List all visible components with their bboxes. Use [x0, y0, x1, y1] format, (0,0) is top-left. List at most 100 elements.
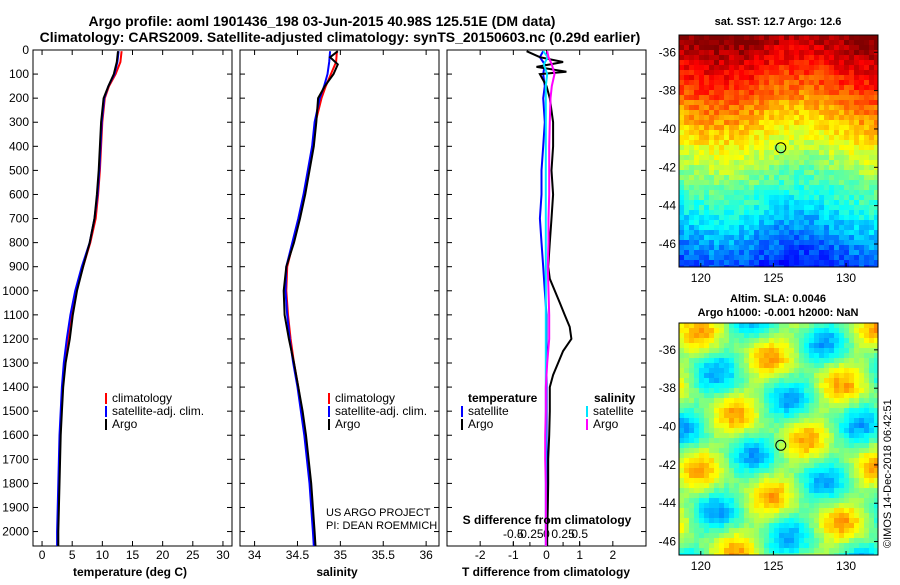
- heatmap-cell: [814, 160, 819, 165]
- heatmap-cell: [709, 185, 714, 190]
- heatmap-cell: [869, 260, 874, 265]
- heatmap-cell: [759, 170, 764, 175]
- heatmap-cell: [784, 328, 789, 333]
- heatmap-cell: [689, 468, 694, 473]
- heatmap-cell: [684, 548, 689, 553]
- heatmap-cell: [794, 488, 799, 493]
- heatmap-cell: [864, 260, 869, 265]
- heatmap-cell: [724, 488, 729, 493]
- heatmap-cell: [729, 403, 734, 408]
- heatmap-cell: [824, 383, 829, 388]
- heatmap-cell: [729, 503, 734, 508]
- heatmap-cell: [804, 508, 809, 513]
- heatmap-cell: [749, 373, 754, 378]
- heatmap-cell: [849, 250, 854, 255]
- heatmap-cell: [794, 453, 799, 458]
- heatmap-cell: [844, 170, 849, 175]
- heatmap-cell: [784, 548, 789, 553]
- heatmap-cell: [684, 65, 689, 70]
- heatmap-cell: [729, 115, 734, 120]
- heatmap-cell: [689, 368, 694, 373]
- heatmap-cell: [874, 35, 878, 40]
- heatmap-cell: [829, 255, 834, 260]
- heatmap-cell: [854, 453, 859, 458]
- map-y-tick-label: -42: [659, 458, 677, 472]
- heatmap-cell: [754, 155, 759, 160]
- heatmap-cell: [804, 523, 809, 528]
- heatmap-cell: [719, 458, 724, 463]
- heatmap-cell: [854, 110, 859, 115]
- heatmap-cell: [739, 433, 744, 438]
- heatmap-cell: [744, 438, 749, 443]
- heatmap-cell: [859, 528, 864, 533]
- heatmap-cell: [769, 150, 774, 155]
- heatmap-cell: [679, 363, 684, 368]
- heatmap-cell: [829, 120, 834, 125]
- heatmap-cell: [794, 373, 799, 378]
- heatmap-cell: [729, 85, 734, 90]
- heatmap-cell: [749, 483, 754, 488]
- heatmap-cell: [684, 348, 689, 353]
- heatmap-cell: [684, 343, 689, 348]
- heatmap-cell: [709, 230, 714, 235]
- heatmap-cell: [789, 353, 794, 358]
- heatmap-cell: [829, 110, 834, 115]
- heatmap-cell: [709, 130, 714, 135]
- heatmap-cell: [824, 358, 829, 363]
- heatmap-cell: [769, 353, 774, 358]
- heatmap-cell: [804, 323, 809, 328]
- heatmap-cell: [759, 220, 764, 225]
- heatmap-cell: [719, 388, 724, 393]
- heatmap-cell: [814, 458, 819, 463]
- heatmap-cell: [744, 468, 749, 473]
- heatmap-cell: [824, 80, 829, 85]
- heatmap-cell: [834, 230, 839, 235]
- heatmap-cell: [834, 120, 839, 125]
- heatmap-cell: [699, 368, 704, 373]
- heatmap-cell: [709, 518, 714, 523]
- heatmap-cell: [719, 393, 724, 398]
- heatmap-cell: [824, 458, 829, 463]
- heatmap-cell: [859, 165, 864, 170]
- heatmap-cell: [824, 513, 829, 518]
- heatmap-cell: [804, 503, 809, 508]
- heatmap-cell: [694, 245, 699, 250]
- heatmap-cell: [809, 473, 814, 478]
- heatmap-cell: [699, 488, 704, 493]
- heatmap-cell: [819, 343, 824, 348]
- heatmap-cell: [854, 488, 859, 493]
- heatmap-cell: [719, 343, 724, 348]
- heatmap-cell: [724, 423, 729, 428]
- heatmap-cell: [749, 363, 754, 368]
- heatmap-cell: [759, 60, 764, 65]
- heatmap-cell: [744, 160, 749, 165]
- heatmap-cell: [824, 443, 829, 448]
- heatmap-cell: [874, 368, 878, 373]
- heatmap-cell: [794, 245, 799, 250]
- heatmap-cell: [829, 503, 834, 508]
- heatmap-cell: [769, 388, 774, 393]
- heatmap-cell: [699, 55, 704, 60]
- heatmap-cell: [859, 135, 864, 140]
- heatmap-cell: [809, 388, 814, 393]
- heatmap-cell: [859, 145, 864, 150]
- heatmap-cell: [739, 483, 744, 488]
- heatmap-cell: [789, 235, 794, 240]
- heatmap-cell: [774, 438, 779, 443]
- heatmap-cell: [759, 413, 764, 418]
- heatmap-cell: [784, 428, 789, 433]
- heatmap-cell: [844, 250, 849, 255]
- heatmap-cell: [854, 498, 859, 503]
- heatmap-cell: [859, 458, 864, 463]
- heatmap-cell: [804, 488, 809, 493]
- heatmap-cell: [714, 538, 719, 543]
- heatmap-cell: [699, 260, 704, 265]
- heatmap-cell: [694, 358, 699, 363]
- heatmap-cell: [794, 333, 799, 338]
- heatmap-cell: [749, 448, 754, 453]
- heatmap-cell: [759, 488, 764, 493]
- heatmap-cell: [799, 553, 804, 555]
- heatmap-cell: [754, 95, 759, 100]
- heatmap-cell: [819, 498, 824, 503]
- heatmap-cell: [874, 60, 878, 65]
